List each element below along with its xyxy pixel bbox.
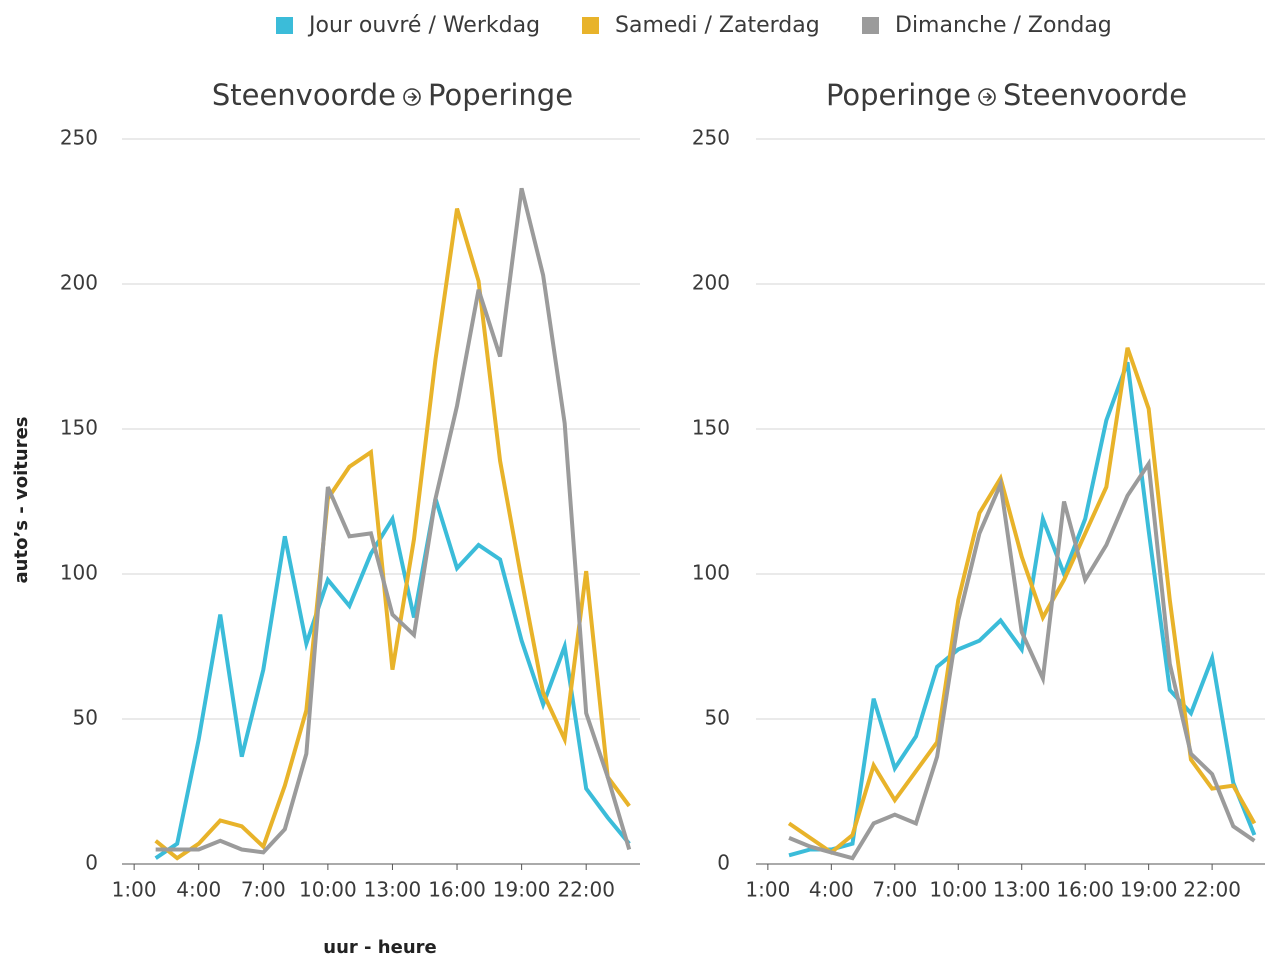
chart-title: Steenvoorde xyxy=(212,78,396,112)
y-axis-title: auto’s - voitures xyxy=(11,417,32,584)
x-tick-label: 22:00 xyxy=(557,878,615,902)
y-tick-label: 250 xyxy=(692,126,730,150)
x-tick-label: 13:00 xyxy=(993,878,1051,902)
x-tick-label: 7:00 xyxy=(241,878,286,902)
series-line xyxy=(155,187,632,855)
title-arrow-icon xyxy=(983,92,993,102)
series-line xyxy=(788,361,1257,858)
x-tick-label: 19:00 xyxy=(493,878,551,902)
x-tick-label: 16:00 xyxy=(428,878,486,902)
legend-label: Samedi / Zaterdag xyxy=(615,13,820,38)
x-tick-label: 22:00 xyxy=(1183,878,1241,902)
x-tick-label: 16:00 xyxy=(1056,878,1114,902)
y-tick-label: 50 xyxy=(73,706,98,730)
x-tick-label: 1:00 xyxy=(112,878,157,902)
chart-title: Poperinge xyxy=(826,78,971,112)
legend-label: Jour ouvré / Werkdag xyxy=(307,13,540,38)
y-tick-label: 100 xyxy=(692,561,730,585)
y-tick-label: 0 xyxy=(85,851,98,875)
x-tick-label: 10:00 xyxy=(299,878,357,902)
legend-swatch xyxy=(582,17,599,34)
chart-title: Poperinge xyxy=(428,78,573,112)
title-arrow-icon xyxy=(408,92,418,102)
series-line xyxy=(788,458,1256,861)
y-tick-label: 250 xyxy=(60,126,98,150)
title-arrow-icon xyxy=(978,88,996,106)
y-tick-label: 150 xyxy=(60,416,98,440)
x-tick-label: 1:00 xyxy=(745,878,790,902)
series-line xyxy=(154,208,631,861)
legend-swatch xyxy=(862,17,879,34)
x-tick-label: 10:00 xyxy=(929,878,987,902)
y-tick-label: 200 xyxy=(60,271,98,295)
x-tick-label: 7:00 xyxy=(872,878,917,902)
y-tick-label: 0 xyxy=(717,851,730,875)
x-tick-label: 4:00 xyxy=(176,878,221,902)
y-tick-label: 200 xyxy=(692,271,730,295)
y-tick-label: 50 xyxy=(705,706,730,730)
series-line xyxy=(154,498,631,860)
x-tick-label: 19:00 xyxy=(1120,878,1178,902)
y-tick-label: 150 xyxy=(692,416,730,440)
legend-label: Dimanche / Zondag xyxy=(895,13,1112,38)
x-tick-label: 13:00 xyxy=(364,878,422,902)
x-tick-label: 4:00 xyxy=(809,878,854,902)
series-line xyxy=(787,347,1257,855)
x-axis-title: uur - heure xyxy=(323,937,436,958)
legend-swatch xyxy=(276,17,293,34)
title-arrow-icon xyxy=(403,88,421,106)
chart-title: Steenvoorde xyxy=(1003,78,1187,112)
y-tick-label: 100 xyxy=(60,561,98,585)
